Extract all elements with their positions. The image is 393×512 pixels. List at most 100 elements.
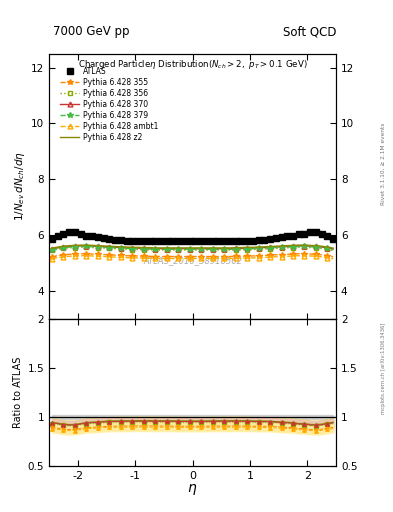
Pythia 6.428 z2 — [176, 245, 181, 251]
Pythia 6.428 355 — [95, 251, 100, 258]
Pythia 6.428 370 — [136, 245, 140, 251]
Pythia 6.428 379 — [331, 246, 336, 252]
Pythia 6.428 z2 — [95, 243, 100, 249]
Pythia 6.428 356 — [164, 247, 169, 253]
ATLAS — [182, 238, 186, 244]
ATLAS — [130, 238, 135, 244]
Pythia 6.428 355 — [285, 251, 290, 258]
Pythia 6.428 356 — [73, 245, 77, 251]
ATLAS — [107, 236, 112, 242]
Pythia 6.428 355 — [233, 253, 238, 259]
Pythia 6.428 355 — [124, 252, 129, 259]
Pythia 6.428 z2 — [55, 244, 60, 250]
Pythia 6.428 z2 — [141, 245, 146, 251]
Pythia 6.428 370 — [216, 246, 221, 252]
Pythia 6.428 379 — [262, 245, 267, 251]
Pythia 6.428 370 — [250, 245, 255, 251]
Pythia 6.428 370 — [291, 243, 296, 249]
Pythia 6.428 355 — [113, 252, 118, 258]
Pythia 6.428 356 — [187, 247, 192, 253]
ATLAS — [279, 234, 284, 240]
Pythia 6.428 379 — [279, 244, 284, 250]
Line: ATLAS: ATLAS — [50, 229, 336, 244]
Pythia 6.428 370 — [113, 244, 118, 250]
Pythia 6.428 z2 — [233, 245, 238, 251]
Pythia 6.428 z2 — [325, 244, 330, 250]
Pythia 6.428 379 — [274, 245, 278, 251]
Pythia 6.428 379 — [50, 246, 54, 252]
Pythia 6.428 379 — [164, 246, 169, 252]
Pythia 6.428 z2 — [153, 245, 158, 251]
Pythia 6.428 ambt1 — [147, 255, 152, 261]
ATLAS — [67, 229, 72, 236]
Pythia 6.428 z2 — [147, 245, 152, 251]
Line: Pythia 6.428 356: Pythia 6.428 356 — [50, 245, 335, 252]
Pythia 6.428 355 — [325, 252, 330, 259]
Pythia 6.428 z2 — [159, 245, 163, 251]
Pythia 6.428 356 — [245, 246, 250, 252]
Pythia 6.428 z2 — [262, 244, 267, 250]
Pythia 6.428 356 — [55, 246, 60, 252]
Pythia 6.428 ambt1 — [325, 254, 330, 261]
Pythia 6.428 379 — [176, 246, 181, 252]
ATLAS — [95, 234, 100, 240]
Pythia 6.428 355 — [302, 251, 307, 257]
Pythia 6.428 379 — [95, 244, 100, 250]
Pythia 6.428 356 — [193, 247, 198, 253]
Pythia 6.428 379 — [256, 245, 261, 251]
Legend: ATLAS, Pythia 6.428 355, Pythia 6.428 356, Pythia 6.428 370, Pythia 6.428 379, P: ATLAS, Pythia 6.428 355, Pythia 6.428 35… — [59, 66, 160, 143]
Pythia 6.428 355 — [159, 253, 163, 260]
Pythia 6.428 356 — [119, 246, 123, 252]
Pythia 6.428 370 — [130, 245, 135, 251]
ATLAS — [325, 233, 330, 240]
Pythia 6.428 355 — [216, 253, 221, 260]
Pythia 6.428 z2 — [182, 245, 186, 251]
ATLAS — [170, 239, 175, 245]
Text: 7000 GeV pp: 7000 GeV pp — [53, 26, 130, 38]
Pythia 6.428 355 — [199, 253, 204, 260]
Text: ATLAS_2010_S8918562: ATLAS_2010_S8918562 — [143, 256, 242, 265]
Pythia 6.428 z2 — [279, 243, 284, 249]
Pythia 6.428 z2 — [331, 245, 336, 251]
Pythia 6.428 379 — [182, 246, 186, 252]
Pythia 6.428 356 — [170, 247, 175, 253]
Pythia 6.428 ambt1 — [141, 255, 146, 261]
Pythia 6.428 356 — [302, 244, 307, 250]
ATLAS — [61, 230, 66, 237]
Pythia 6.428 356 — [136, 246, 140, 252]
ATLAS — [101, 236, 106, 242]
Pythia 6.428 z2 — [302, 242, 307, 248]
Pythia 6.428 370 — [274, 244, 278, 250]
Pythia 6.428 z2 — [73, 242, 77, 248]
Pythia 6.428 355 — [250, 253, 255, 259]
Pythia 6.428 355 — [262, 252, 267, 259]
Pythia 6.428 379 — [325, 245, 330, 251]
ATLAS — [233, 239, 238, 245]
Pythia 6.428 355 — [67, 251, 72, 258]
Pythia 6.428 355 — [187, 253, 192, 260]
Line: Pythia 6.428 370: Pythia 6.428 370 — [50, 244, 336, 251]
Pythia 6.428 355 — [182, 253, 186, 260]
Pythia 6.428 370 — [279, 244, 284, 250]
Pythia 6.428 379 — [216, 246, 221, 252]
Pythia 6.428 379 — [90, 244, 94, 250]
Pythia 6.428 356 — [50, 247, 54, 253]
Pythia 6.428 379 — [141, 246, 146, 252]
Pythia 6.428 355 — [279, 251, 284, 258]
Pythia 6.428 z2 — [205, 245, 209, 251]
Pythia 6.428 370 — [147, 245, 152, 251]
Pythia 6.428 ambt1 — [239, 255, 244, 261]
Pythia 6.428 ambt1 — [199, 255, 204, 262]
Pythia 6.428 356 — [314, 245, 318, 251]
Pythia 6.428 356 — [262, 246, 267, 252]
Pythia 6.428 370 — [320, 244, 324, 250]
Pythia 6.428 355 — [107, 252, 112, 258]
Pythia 6.428 ambt1 — [274, 254, 278, 260]
Pythia 6.428 ambt1 — [285, 253, 290, 259]
Pythia 6.428 356 — [233, 247, 238, 253]
Pythia 6.428 355 — [78, 251, 83, 257]
Pythia 6.428 379 — [101, 244, 106, 250]
Pythia 6.428 355 — [274, 252, 278, 258]
Pythia 6.428 ambt1 — [119, 254, 123, 261]
Pythia 6.428 z2 — [50, 245, 54, 251]
